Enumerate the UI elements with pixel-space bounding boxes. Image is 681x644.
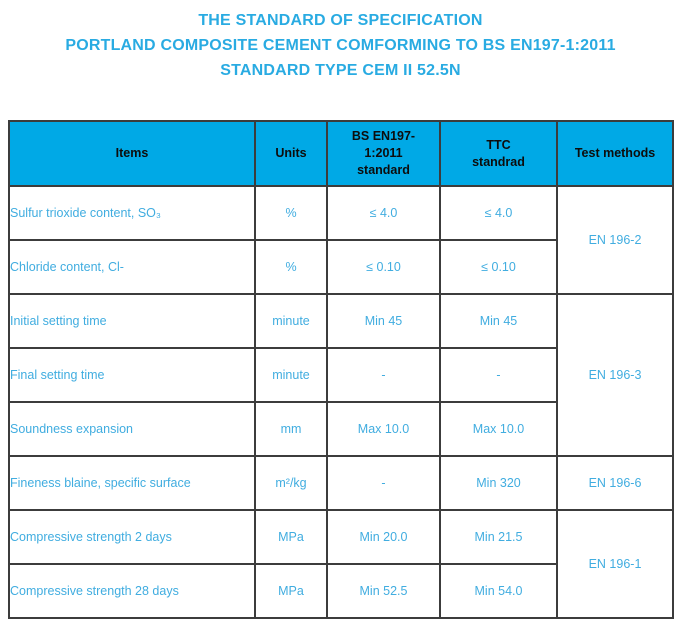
cell-ttc-value: Min 320 bbox=[439, 455, 558, 511]
cell-ttc-value: - bbox=[439, 347, 558, 403]
specification-table: Items Units BS EN197- 1:2011 standard TT… bbox=[8, 120, 674, 619]
cell-ttc-value: Max 10.0 bbox=[439, 401, 558, 457]
col-header-items: Items bbox=[8, 120, 256, 187]
table-row-initial-setting-time: Initial setting time minute Min 45 Min 4… bbox=[8, 293, 674, 457]
cell-bs-value: - bbox=[326, 455, 441, 511]
cell-ttc-value: Min 54.0 bbox=[439, 563, 558, 619]
table-row-soundness-expansion: Soundness expansion mm Max 10.0 Max 10.0 bbox=[8, 401, 673, 457]
cell-bs-value: - bbox=[326, 347, 441, 403]
cell-ttc-value: ≤ 0.10 bbox=[439, 239, 558, 295]
cell-item: Sulfur trioxide content, SO₃ bbox=[8, 185, 256, 241]
cell-units: % bbox=[254, 239, 328, 295]
col-header-bs-standard: BS EN197- 1:2011 standard bbox=[326, 120, 441, 187]
cell-bs-value: ≤ 4.0 bbox=[326, 185, 441, 241]
title-line-1: THE STANDARD OF SPECIFICATION bbox=[198, 12, 483, 29]
title-line-3: STANDARD TYPE CEM II 52.5N bbox=[220, 62, 461, 79]
col-header-ttc-standard: TTC standrad bbox=[439, 120, 558, 187]
cell-item: Initial setting time bbox=[8, 293, 256, 349]
cell-ttc-value: Min 21.5 bbox=[439, 509, 558, 565]
col-header-units: Units bbox=[254, 120, 328, 187]
table-row-compressive-2-days: Compressive strength 2 days MPa Min 20.0… bbox=[8, 509, 674, 619]
cell-item: Compressive strength 28 days bbox=[8, 563, 256, 619]
cell-test-method-en196-1: EN 196-1 bbox=[556, 509, 674, 619]
cell-item: Fineness blaine, specific surface bbox=[8, 455, 256, 511]
table-row-final-setting-time: Final setting time minute - - bbox=[8, 347, 673, 403]
cell-units: % bbox=[254, 185, 328, 241]
cell-units: minute bbox=[254, 347, 328, 403]
table-row-compressive-28-days: Compressive strength 28 days MPa Min 52.… bbox=[8, 563, 673, 619]
table-row-chloride: Chloride content, Cl- % ≤ 0.10 ≤ 0.10 bbox=[8, 239, 673, 295]
cell-ttc-value: ≤ 4.0 bbox=[439, 185, 558, 241]
title-line-2: PORTLAND COMPOSITE CEMENT COMFORMING TO … bbox=[65, 37, 616, 54]
cell-item: Final setting time bbox=[8, 347, 256, 403]
cell-item: Soundness expansion bbox=[8, 401, 256, 457]
cell-item: Compressive strength 2 days bbox=[8, 509, 256, 565]
cell-units: mm bbox=[254, 401, 328, 457]
cell-item: Chloride content, Cl- bbox=[8, 239, 256, 295]
table-row-fineness-blaine: Fineness blaine, specific surface m²/kg … bbox=[8, 455, 674, 511]
cell-ttc-value: Min 45 bbox=[439, 293, 558, 349]
cell-units: MPa bbox=[254, 563, 328, 619]
cell-test-method-en196-2: EN 196-2 bbox=[556, 185, 674, 295]
cell-bs-value: Min 52.5 bbox=[326, 563, 441, 619]
cell-units: m²/kg bbox=[254, 455, 328, 511]
cell-bs-value: Min 20.0 bbox=[326, 509, 441, 565]
cell-units: minute bbox=[254, 293, 328, 349]
cell-bs-value: Min 45 bbox=[326, 293, 441, 349]
table-header-row: Items Units BS EN197- 1:2011 standard TT… bbox=[8, 120, 674, 187]
table-row-sulfur-trioxide: Sulfur trioxide content, SO₃ % ≤ 4.0 ≤ 4… bbox=[8, 185, 674, 295]
cell-bs-value: ≤ 0.10 bbox=[326, 239, 441, 295]
page-title: THE STANDARD OF SPECIFICATION PORTLAND C… bbox=[0, 8, 681, 83]
cell-units: MPa bbox=[254, 509, 328, 565]
col-header-test-methods: Test methods bbox=[556, 120, 674, 187]
cell-bs-value: Max 10.0 bbox=[326, 401, 441, 457]
cell-test-method-en196-6: EN 196-6 bbox=[556, 455, 674, 511]
cell-test-method-en196-3: EN 196-3 bbox=[556, 293, 674, 457]
